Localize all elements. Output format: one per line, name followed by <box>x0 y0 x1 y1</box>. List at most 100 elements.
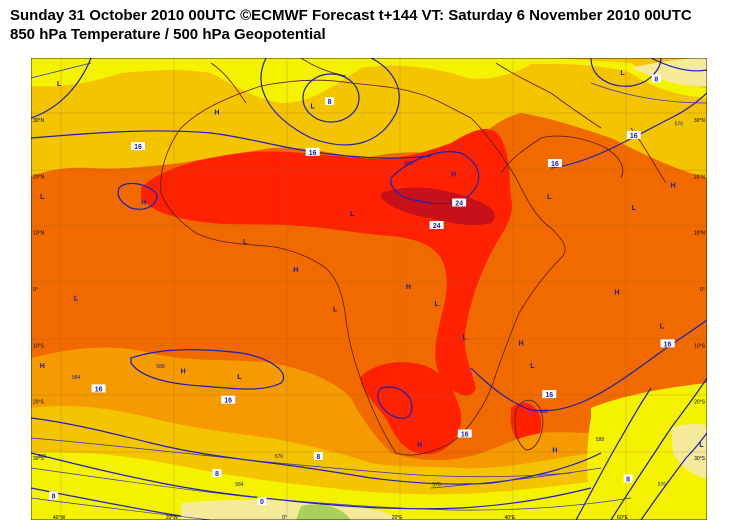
lon-ticks-bottom: 40°W 20°W 0° 20°E 40°E 60°E <box>53 515 629 520</box>
contour-label-bg <box>305 147 320 156</box>
contour-labels: 8 16 16 16 16 24 24 16 16 16 16 16 8 8 8 8 0 8 <box>49 74 675 506</box>
temperature-contour-label: 16 <box>461 431 469 438</box>
low-pressure-marker: L <box>57 81 62 88</box>
high-pressure-marker: H <box>293 267 298 274</box>
temp-band-southeast-pale <box>671 423 707 478</box>
chart-subtitle: 850 hPa Temperature / 500 hPa Geopotenti… <box>10 26 326 43</box>
geopotential-contour-label: 576 <box>658 482 667 488</box>
temperature-contours <box>31 58 707 520</box>
high-pressure-marker: H <box>40 363 45 370</box>
high-pressure-marker: H <box>451 171 456 178</box>
low-pressure-marker: L <box>620 70 625 77</box>
temp-band-south-red <box>361 362 462 455</box>
geopotential-contour-label: 576 <box>275 454 284 460</box>
lat-tick-label: 20°N <box>33 174 45 180</box>
geopotential-contour-label: 588 <box>156 364 165 370</box>
lon-tick-label: 40°W <box>53 515 66 520</box>
high-pressure-marker: H <box>141 199 146 206</box>
temperature-contour-label: 8 <box>626 477 630 484</box>
temperature-contour-label: 16 <box>630 133 638 140</box>
lat-ticks-right: 30°N 20°N 10°N 0° 10°S 20°S 30°S <box>694 118 706 462</box>
geopotential-contour-label: 576 <box>675 122 684 128</box>
temperature-contour-label: 8 <box>215 471 219 478</box>
lat-tick-label: 30°N <box>694 118 706 124</box>
low-pressure-marker: L <box>660 323 665 330</box>
low-pressure-marker: L <box>237 374 242 381</box>
lat-tick-label: 30°S <box>33 456 45 462</box>
geopotential-contour-label: 588 <box>404 161 413 167</box>
temperature-contour-label: 8 <box>52 493 56 500</box>
temperature-contour-label: 16 <box>95 386 103 393</box>
temp-band-north-yellow <box>31 58 707 103</box>
temp-band-south-green <box>296 504 351 520</box>
high-pressure-marker: H <box>519 340 524 347</box>
contour-label-bg <box>651 74 661 83</box>
low-pressure-marker: L <box>333 307 338 314</box>
temperature-contour-label: 8 <box>328 99 332 106</box>
temperature-contour-label: 16 <box>134 144 142 151</box>
contour-label-bg <box>91 384 106 393</box>
low-pressure-marker: L <box>311 104 316 111</box>
lat-tick-label: 20°S <box>33 400 45 406</box>
temperature-contour-label: 16 <box>545 392 553 399</box>
low-pressure-marker: L <box>547 194 552 201</box>
temperature-contour-label: 24 <box>455 200 463 207</box>
geopotential-contour-label: 576 <box>432 482 441 488</box>
low-pressure-marker: L <box>243 239 248 246</box>
temperature-contour-label: 16 <box>309 150 317 157</box>
temp-band-southeast-yellow <box>587 383 707 520</box>
geopotential-contour-label: 584 <box>72 375 81 381</box>
lat-tick-label: 10°N <box>33 231 45 237</box>
high-pressure-marker: H <box>214 109 219 116</box>
contour-label-bg <box>429 221 444 230</box>
low-pressure-marker: L <box>699 442 704 449</box>
low-pressure-marker: L <box>40 194 45 201</box>
temperature-contour-label: 24 <box>433 223 441 230</box>
lon-tick-label: 0° <box>282 515 287 520</box>
temperature-contour-label: 8 <box>654 77 658 84</box>
lat-ticks-left: 30°N 20°N 10°N 0° 10°S 20°S 30°S <box>33 118 45 462</box>
contour-label-bg <box>212 468 222 477</box>
contour-label-bg <box>325 97 335 106</box>
contour-label-bg <box>626 130 641 139</box>
low-pressure-marker: L <box>434 301 439 308</box>
temp-band-north-gold <box>31 58 707 178</box>
chart-title: Sunday 31 October 2010 00UTC ©ECMWF Fore… <box>10 7 692 24</box>
high-pressure-marker: H <box>552 447 557 454</box>
contour-label-bg <box>257 497 267 506</box>
contour-label-bg <box>131 142 146 151</box>
lat-tick-label: 30°S <box>694 456 706 462</box>
lat-tick-label: 10°N <box>694 231 706 237</box>
temperature-contour-label: 8 <box>316 454 320 461</box>
lon-tick-label: 40°E <box>504 515 516 520</box>
geopotential-labels: 576 588 588 588 584 576 584 576 576 588 576 <box>38 122 683 489</box>
geopotential-contours <box>31 62 707 520</box>
high-pressure-marker: H <box>417 442 422 449</box>
weather-map: 40°W 20°W 0° 20°E 40°E 60°E 40°W 20°W 0° 20°E 40°… <box>31 58 707 520</box>
contour-label-bg <box>457 429 472 438</box>
low-pressure-marker: L <box>350 211 355 218</box>
lat-tick-label: 0° <box>700 287 705 293</box>
low-pressure-marker: L <box>463 335 468 342</box>
lat-tick-label: 10°S <box>694 343 706 349</box>
temperature-contour-label: 16 <box>551 161 559 168</box>
contour-label-bg <box>221 395 236 404</box>
contour-label-bg <box>542 390 557 399</box>
lat-tick-label: 20°S <box>694 400 706 406</box>
geopotential-contour-label: 588 <box>596 437 605 443</box>
lat-tick-label: 10°S <box>33 343 45 349</box>
contour-label-bg <box>547 159 562 168</box>
high-pressure-marker: H <box>614 290 619 297</box>
grid-lines <box>31 58 707 520</box>
contour-label-bg <box>49 491 59 500</box>
temperature-contour-label: 0 <box>260 499 264 506</box>
lon-tick-label: 20°W <box>166 515 179 520</box>
pressure-markers: L L H L H L H L H L L L H H H L L L H H L L H L L H H L <box>40 70 704 454</box>
temperature-contour-label: 16 <box>664 341 672 348</box>
high-pressure-marker: H <box>671 183 676 190</box>
high-pressure-marker: H <box>406 284 411 291</box>
lon-tick-label: 20°E <box>392 515 404 520</box>
low-pressure-marker: L <box>632 205 637 212</box>
geopotential-contour-label: 576 <box>38 454 47 460</box>
geopotential-contour-label: 584 <box>235 482 244 488</box>
